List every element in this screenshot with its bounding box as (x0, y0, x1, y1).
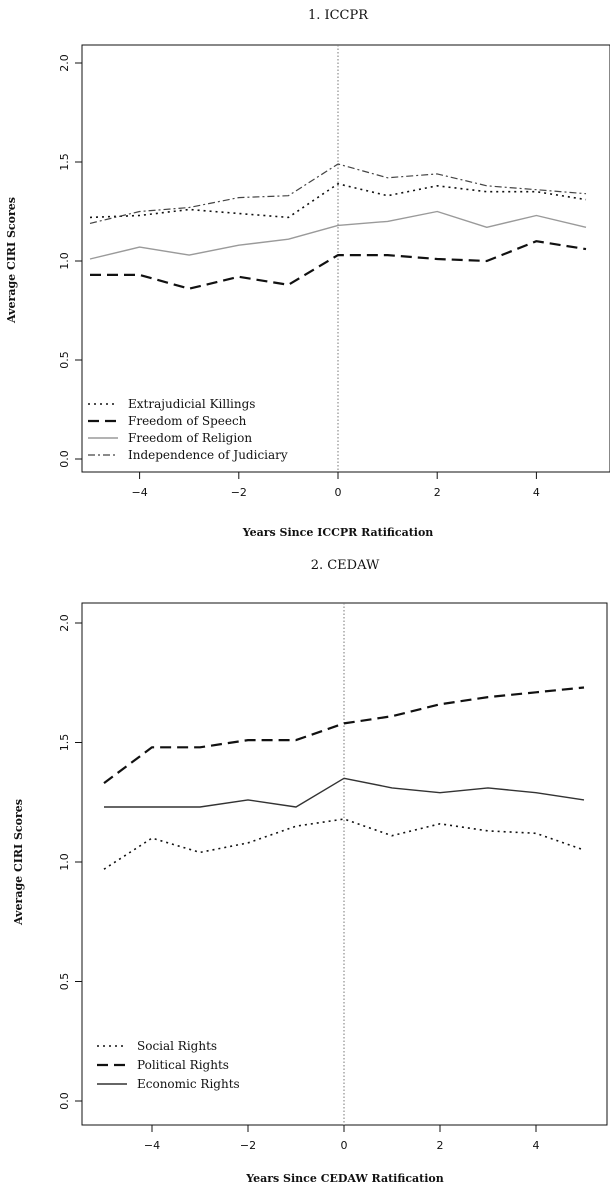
x-tick-label: −4 (131, 486, 147, 499)
series-line (104, 777, 585, 808)
y-tick-label: 0.5 (58, 351, 71, 369)
x-tick-label: 2 (437, 1139, 444, 1152)
x-tick-label: 4 (533, 486, 540, 499)
series-line (103, 818, 585, 870)
legend-label: Independence of Judiciary (128, 448, 288, 462)
legend-label: Freedom of Religion (128, 431, 252, 445)
y-tick-label: 2.0 (58, 54, 71, 72)
x-axis-label: Years Since ICCPR Ratification (242, 526, 434, 539)
y-tick-label: 0.0 (58, 450, 71, 468)
y-tick-label: 0.5 (58, 973, 71, 991)
series-line (103, 686, 585, 784)
legend: Social Rights Political Rights Economic Ri… (97, 1039, 240, 1091)
y-axis-label: Average CIRI Scores (5, 197, 18, 324)
legend-label: Economic Rights (137, 1077, 240, 1091)
x-tick-label: 0 (341, 1139, 348, 1152)
plot-frame (81, 44, 610, 473)
axis-ticks: −4 −2 0 2 4 0.0 0.5 1.0 1.5 2.0 (58, 54, 540, 499)
x-tick-label: 0 (335, 486, 342, 499)
chart-panel-cedaw: 2. CEDAW Years Since CEDAW Ratification … (12, 558, 608, 1185)
legend-label: Social Rights (137, 1039, 217, 1053)
x-tick-label: −4 (144, 1139, 160, 1152)
y-tick-label: 2.0 (58, 614, 71, 632)
legend: Extrajudicial Killings Freedom of Speech F… (88, 397, 288, 462)
legend-label: Freedom of Speech (128, 414, 247, 428)
chart-title: 1. ICCPR (308, 8, 369, 23)
axis-ticks: −4 −2 0 2 4 0.0 0.5 1.0 1.5 2.0 (58, 614, 540, 1152)
y-tick-label: 1.0 (58, 853, 71, 871)
x-tick-label: 2 (434, 486, 441, 499)
y-tick-label: 0.0 (58, 1092, 71, 1110)
chart-title: 2. CEDAW (311, 558, 380, 573)
legend-label: Extrajudicial Killings (128, 397, 255, 411)
x-tick-label: 4 (533, 1139, 540, 1152)
y-axis-label: Average CIRI Scores (12, 799, 25, 926)
y-tick-label: 1.5 (58, 153, 71, 171)
series-lines (89, 45, 587, 472)
x-tick-label: −2 (231, 486, 247, 499)
series-line (89, 210, 587, 260)
series-lines (103, 603, 585, 1125)
x-axis-label: Years Since CEDAW Ratification (245, 1172, 444, 1185)
series-line (90, 240, 587, 290)
x-tick-label: −2 (240, 1139, 256, 1152)
legend-label: Political Rights (137, 1058, 229, 1072)
series-line (89, 163, 587, 224)
series-line (89, 183, 587, 219)
chart-panel-iccpr: 1. ICCPR Years Since ICCPR Ratification … (5, 8, 610, 539)
y-tick-label: 1.5 (58, 734, 71, 752)
y-tick-label: 1.0 (58, 252, 71, 270)
